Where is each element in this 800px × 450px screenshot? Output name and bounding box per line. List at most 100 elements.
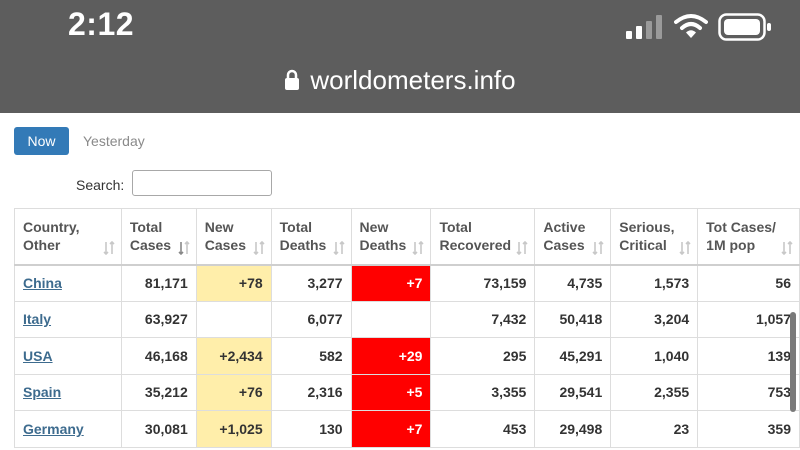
column-header[interactable]: New Deaths [350,208,432,266]
battery-icon [718,13,771,41]
column-header[interactable]: Country, Other [14,208,122,266]
country-link[interactable]: Italy [23,311,52,328]
column-header-line: Active [543,219,586,236]
table-row: Italy 63,927 6,077 7,432 50,418 3,204 1,057 [14,300,800,338]
column-header[interactable]: Total Deaths [270,208,352,266]
total-cases-cell: 81,171 [120,264,197,302]
browser-chrome: 2:12 worldometers.info [0,0,800,113]
column-header[interactable]: Total Cases [120,208,197,266]
column-header-line: Deaths [359,237,407,254]
country-link[interactable]: China [23,275,62,291]
column-header-line: Tot Cases/ [706,219,776,236]
tot-cases-per-1m-cell: 1,057 [697,300,800,338]
cellular-signal-icon [626,15,662,39]
sort-icon[interactable] [332,240,345,255]
active-cases-cell: 29,541 [534,373,612,411]
column-header[interactable]: Serious, Critical [610,208,699,266]
column-header-line: New [204,219,234,236]
sort-icon[interactable] [516,240,528,255]
sort-icon[interactable] [253,240,265,255]
serious-critical-cell: 3,204 [610,300,699,338]
column-header-line: New [359,219,389,236]
column-header-line: Other [23,237,61,254]
total-cases-cell: 30,081 [120,410,197,448]
tab-now[interactable]: Now [14,127,69,155]
total-cases-cell: 35,212 [120,373,197,411]
column-header-line: Serious, [619,219,675,236]
country-cell: Germany [14,410,122,448]
total-deaths-cell: 6,077 [270,300,352,338]
sort-icon[interactable] [103,240,115,255]
search-label: Search: [76,177,125,193]
new-deaths-cell: +29 [350,337,432,375]
column-header[interactable]: New Cases [195,208,272,266]
country-cell: USA [14,337,122,375]
sort-icon[interactable] [781,240,793,255]
new-deaths-cell: +7 [350,410,432,448]
country-cell: Spain [14,373,122,411]
new-deaths-cell [350,300,432,338]
new-cases-cell: +78 [195,264,272,302]
table-row: China 81,171 +78 3,277 +7 73,159 4,735 1,573 56 [14,264,800,302]
column-header-line: Cases [204,237,246,254]
table-row: Spain 35,212 +76 2,316 +5 3,355 29,541 2,355 753 [14,373,800,411]
lock-icon [285,69,300,90]
sort-desc-icon[interactable] [178,240,190,255]
tot-cases-per-1m-cell: 139 [697,337,800,375]
column-header[interactable]: Total Recovered [430,208,536,266]
scrollbar-thumb[interactable] [790,312,796,412]
table-header-row: Country, Other Total Cases New Cases Total Deat… [14,208,800,266]
sort-icon[interactable] [679,240,691,255]
serious-critical-cell: 1,573 [610,264,699,302]
new-cases-cell: +76 [195,373,272,411]
country-cell: China [14,264,122,302]
country-link[interactable]: Spain [23,384,62,401]
new-deaths-cell: +7 [350,264,432,302]
total-recovered-cell: 453 [430,410,536,448]
active-cases-cell: 4,735 [534,264,612,302]
column-header-line: Deaths [279,237,327,254]
new-deaths-cell: +5 [350,373,432,411]
column-header-line: Total [439,219,472,236]
column-header-line: Critical [619,237,667,254]
active-cases-cell: 29,498 [534,410,612,448]
tot-cases-per-1m-cell: 753 [697,373,800,411]
tot-cases-per-1m-cell: 56 [697,264,800,302]
sort-icon[interactable] [592,240,604,255]
column-header[interactable]: Tot Cases/1M pop [697,208,800,266]
address-bar[interactable]: worldometers.info [0,60,800,100]
new-cases-cell: +2,434 [195,337,272,375]
table-body: China 81,171 +78 3,277 +7 73,159 4,735 1,573 56 I… [14,264,800,448]
country-link[interactable]: Germany [23,420,84,437]
active-cases-cell: 50,418 [534,300,612,338]
url-text[interactable]: worldometers.info [310,64,516,95]
sort-icon[interactable] [412,240,425,255]
new-cases-cell: +1,025 [195,410,272,448]
column-header-line: Total [129,219,163,236]
column-header-line: Country, [23,219,80,236]
country-cell: Italy [14,300,122,338]
search-input[interactable] [132,170,272,196]
total-deaths-cell: 2,316 [270,373,352,411]
tab-yesterday[interactable]: Yesterday [83,133,145,149]
total-cases-cell: 46,168 [120,337,197,375]
country-link[interactable]: USA [23,347,53,364]
total-recovered-cell: 73,159 [430,264,536,302]
serious-critical-cell: 1,040 [610,337,699,375]
total-recovered-cell: 295 [430,337,536,375]
column-header[interactable]: Active Cases [534,208,612,266]
column-header-line: Recovered [439,237,512,254]
coronavirus-table: Country, Other Total Cases New Cases Total Deat… [14,208,800,448]
column-header-line: Total [279,219,313,236]
total-deaths-cell: 130 [270,410,352,448]
column-header-line: Cases [129,237,172,254]
serious-critical-cell: 2,355 [610,373,699,411]
table-row: USA 46,168 +2,434 582 +29 295 45,291 1,040 139 [14,337,800,375]
status-time: 2:12 [68,6,135,42]
tot-cases-per-1m-cell: 359 [697,410,800,448]
total-deaths-cell: 3,277 [270,264,352,302]
total-cases-cell: 63,927 [120,300,197,338]
new-cases-cell [195,300,272,338]
active-cases-cell: 45,291 [534,337,612,375]
table-row: Germany 30,081 +1,025 130 +7 453 29,498 23 359 [14,410,800,448]
